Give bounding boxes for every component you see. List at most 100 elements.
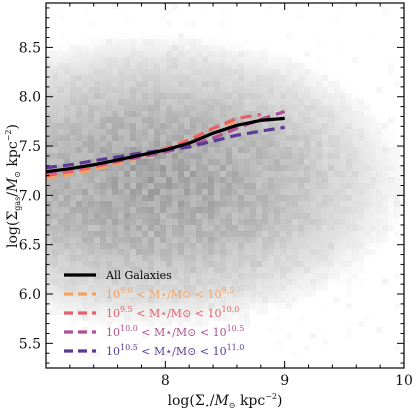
density-cell [130,219,136,225]
density-cell [358,135,364,141]
density-cell [232,63,238,69]
density-cell [334,111,340,117]
density-cell [250,51,256,57]
density-cell [316,285,322,291]
density-cell [148,39,154,45]
density-cell [286,81,292,87]
density-cell [46,51,52,57]
density-cell [226,201,232,207]
density-cell [100,231,106,237]
density-cell [172,135,178,141]
density-cell [340,195,346,201]
density-cell [112,87,118,93]
density-cell [196,207,202,213]
density-cell [112,39,118,45]
density-cell [160,15,166,21]
density-cell [196,285,202,291]
density-cell [112,69,118,75]
density-cell [214,183,220,189]
density-cell [166,159,172,165]
density-cell [214,189,220,195]
density-cell [352,237,358,243]
density-cell [214,237,220,243]
density-cell [142,183,148,189]
density-cell [370,219,376,225]
density-cell [64,87,70,93]
density-cell [154,51,160,57]
density-cell [52,261,58,267]
density-cell [226,195,232,201]
density-cell [118,81,124,87]
density-cell [196,237,202,243]
density-cell [112,279,118,285]
legend-item-1: 109.0 < M⋆/M⊙ < 109.5 [64,286,234,301]
density-cell [208,141,214,147]
density-cell [370,231,376,237]
density-cell [172,153,178,159]
density-cell [202,177,208,183]
density-cell [394,195,400,201]
density-cell [370,117,376,123]
density-cell [328,93,334,99]
density-cell [94,69,100,75]
density-cell [58,147,64,153]
density-cell [310,75,316,81]
density-cell [226,147,232,153]
x-tick-label: 10 [395,373,413,389]
density-cell [166,81,172,87]
density-cell [232,177,238,183]
density-cell [202,213,208,219]
density-cell [202,249,208,255]
density-cell [232,165,238,171]
density-cell [64,189,70,195]
density-cell [88,225,94,231]
density-cell [346,141,352,147]
density-cell [166,351,172,357]
density-cell [244,321,250,327]
density-cell [136,249,142,255]
density-cell [76,153,82,159]
density-cell [184,249,190,255]
density-cell [256,237,262,243]
density-cell [292,81,298,87]
density-cell [106,111,112,117]
density-cell [382,279,388,285]
density-cell [82,345,88,351]
density-cell [82,57,88,63]
density-cell [358,159,364,165]
density-cell [166,165,172,171]
density-cell [292,141,298,147]
density-cell [274,123,280,129]
density-cell [58,297,64,303]
density-cell [250,261,256,267]
density-cell [100,201,106,207]
density-cell [280,177,286,183]
density-cell [346,153,352,159]
density-cell [82,195,88,201]
density-cell [280,261,286,267]
density-cell [196,129,202,135]
density-cell [400,189,404,195]
density-cell [376,159,382,165]
density-cell [400,111,404,117]
density-cell [304,165,310,171]
density-cell [220,279,226,285]
density-cell [202,207,208,213]
density-cell [178,231,184,237]
density-cell [334,135,340,141]
density-cell [202,123,208,129]
density-cell [238,249,244,255]
density-cell [46,273,52,279]
density-cell [88,69,94,75]
density-cell [52,123,58,129]
density-cell [256,297,262,303]
density-cell [130,285,136,291]
density-cell [130,69,136,75]
density-cell [88,117,94,123]
density-cell [346,327,352,333]
density-cell [334,219,340,225]
density-cell [226,243,232,249]
density-cell [190,231,196,237]
density-cell [148,231,154,237]
density-cell [214,75,220,81]
